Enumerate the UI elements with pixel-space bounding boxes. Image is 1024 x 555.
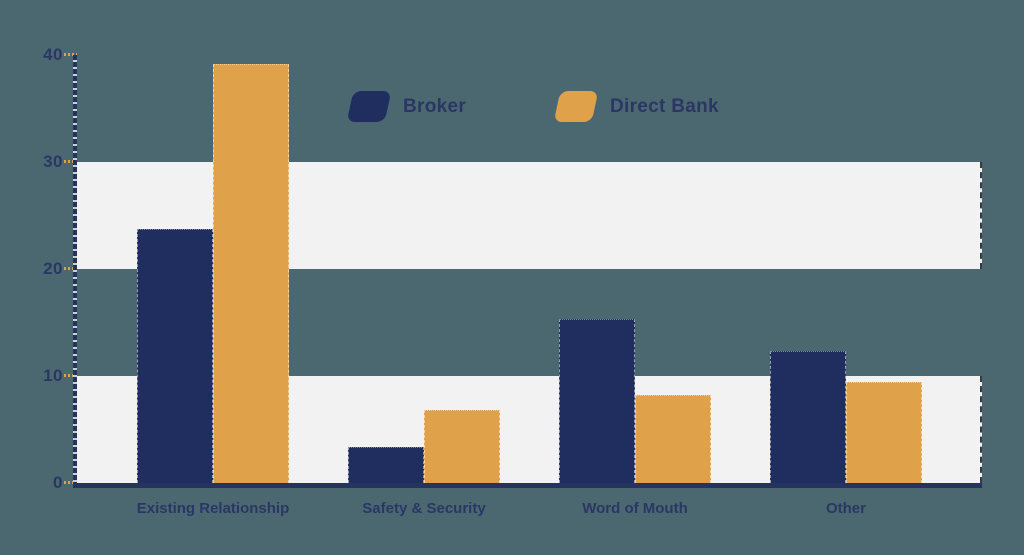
y-tick-mark	[64, 374, 77, 377]
y-tick-label: 20	[43, 259, 63, 278]
legend-item-direct-bank: Direct Bank	[553, 91, 719, 122]
y-axis-line	[73, 55, 77, 488]
y-tick-label: 0	[53, 473, 63, 492]
y-tick-label: 10	[43, 366, 63, 385]
legend-item-broker: Broker	[346, 91, 467, 122]
x-category-label: Other	[825, 500, 866, 517]
y-tick-mark	[64, 53, 77, 56]
legend-label-broker: Broker	[403, 95, 467, 117]
bar-direct-bank-word-of-mouth	[635, 395, 711, 483]
x-category-label: Word of Mouth	[582, 500, 688, 517]
x-axis-line	[73, 483, 982, 488]
x-category-label: Safety & Security	[362, 500, 486, 517]
bar-direct-bank-existing-relationship	[213, 63, 289, 483]
bar-broker-other	[770, 351, 846, 483]
legend-swatch-broker	[346, 91, 392, 122]
bar-direct-bank-safety-security	[424, 410, 500, 483]
y-tick-mark	[64, 160, 77, 163]
y-tick-label: 30	[43, 152, 63, 171]
bar-direct-bank-other	[846, 382, 922, 483]
legend-label-direct-bank: Direct Bank	[610, 95, 719, 117]
y-tick-label: 40	[43, 45, 63, 64]
y-tick-mark	[64, 481, 77, 484]
bar-broker-safety-security	[348, 446, 424, 483]
bar-broker-existing-relationship	[137, 229, 213, 483]
bar-broker-word-of-mouth	[559, 319, 635, 483]
y-tick-mark	[64, 267, 77, 270]
x-category-label: Existing Relationship	[136, 500, 290, 517]
legend-swatch-direct-bank	[553, 91, 599, 122]
